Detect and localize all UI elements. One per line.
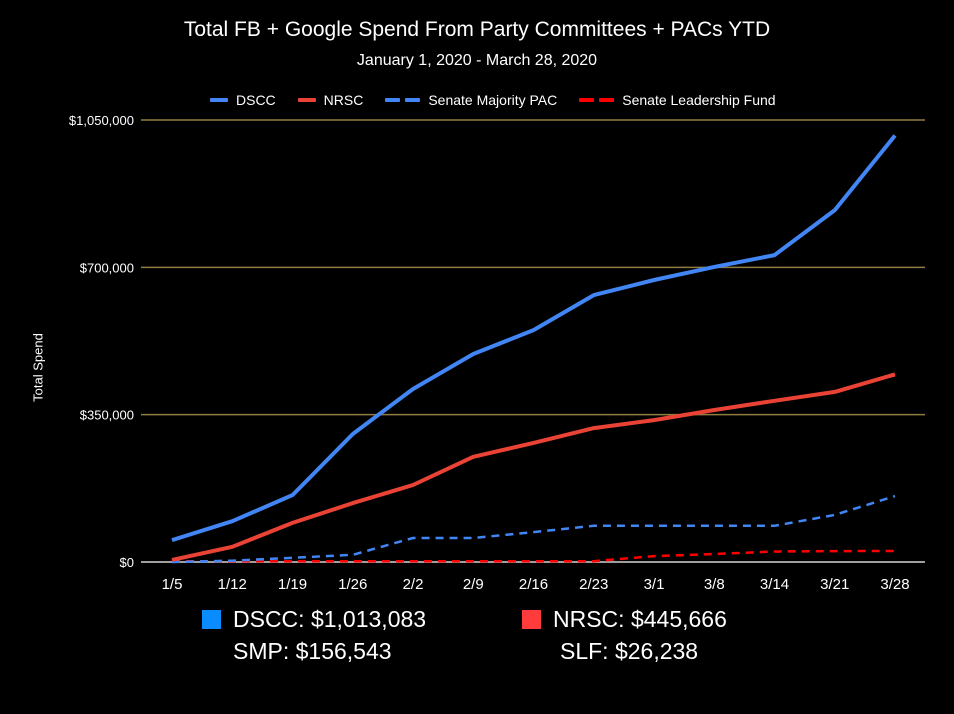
x-tick-label: 3/8 — [704, 576, 725, 593]
y-tick-labels: $0 $350,000 $700,000 $1,050,000 — [69, 113, 134, 570]
smp-total: SMP: $156,543 — [233, 638, 392, 664]
chart-title: Total FB + Google Spend From Party Commi… — [183, 18, 771, 41]
y-tick-label: $1,050,000 — [69, 113, 134, 128]
x-tick-label: 3/28 — [880, 576, 909, 593]
legend-label: Senate Majority PAC — [428, 92, 558, 108]
dscc-total-annotation: DSCC: $1,013,083 — [202, 603, 426, 635]
dscc-total: DSCC: $1,013,083 — [233, 606, 427, 632]
series-line-dscc — [171, 134, 897, 543]
x-tick-label: 3/21 — [820, 576, 849, 593]
dscc-color-box — [202, 610, 221, 629]
x-tick-label: 1/12 — [218, 576, 247, 593]
legend-swatch-smp — [385, 98, 421, 102]
legend-swatch-nrsc — [297, 98, 316, 102]
smp-total-annotation: SMP: $156,543 — [233, 635, 392, 667]
y-tick-label: $0 — [120, 555, 134, 570]
legend-label: DSCC — [236, 92, 276, 108]
legend-label: NRSC — [323, 92, 364, 108]
legend-label: Senate Leadership Fund — [622, 92, 776, 108]
legend-item-smp[interactable]: Senate Majority PAC — [385, 92, 557, 108]
legend-swatch-dscc — [210, 98, 228, 102]
y-tick-label: $700,000 — [80, 260, 134, 275]
series-lines — [171, 134, 897, 564]
legend-swatch-slf — [579, 98, 615, 102]
nrsc-total: NRSC: $445,666 — [553, 606, 727, 632]
x-tick-label: 2/23 — [579, 576, 608, 593]
slf-total: SLF: $26,238 — [560, 638, 699, 664]
line-chart: $0 $350,000 $700,000 $1,050,000 1/5 1/12 1/19… — [69, 113, 925, 593]
x-tick-label: 1/5 — [162, 576, 183, 593]
series-line-senate-leadership-fund — [172, 549, 896, 563]
legend-item-dscc[interactable]: DSCC — [210, 92, 276, 108]
chart-subtitle: January 1, 2020 - March 28, 2020 — [356, 52, 598, 69]
nrsc-total-annotation: NRSC: $445,666 — [522, 603, 727, 635]
x-tick-label: 3/14 — [760, 576, 789, 593]
x-tick-labels: 1/5 1/12 1/19 1/26 2/2 2/9 2/16 2/23 3/1 3/8 3/14 3… — [162, 576, 910, 593]
x-tick-label: 1/19 — [278, 576, 307, 593]
chart-legend: DSCC NRSC Senate Majority PAC Senate Lea… — [210, 92, 776, 108]
legend-item-nrsc[interactable]: NRSC — [297, 92, 364, 108]
gridlines — [141, 119, 925, 563]
x-tick-label: 3/1 — [644, 576, 665, 593]
x-tick-label: 2/16 — [519, 576, 548, 593]
y-tick-label: $350,000 — [80, 408, 134, 423]
x-tick-label: 1/26 — [338, 576, 367, 593]
nrsc-color-box — [522, 610, 541, 629]
legend-item-slf[interactable]: Senate Leadership Fund — [579, 92, 776, 108]
slf-total-annotation: SLF: $26,238 — [560, 635, 698, 667]
x-tick-label: 2/9 — [463, 576, 484, 593]
x-tick-label: 2/2 — [403, 576, 424, 593]
